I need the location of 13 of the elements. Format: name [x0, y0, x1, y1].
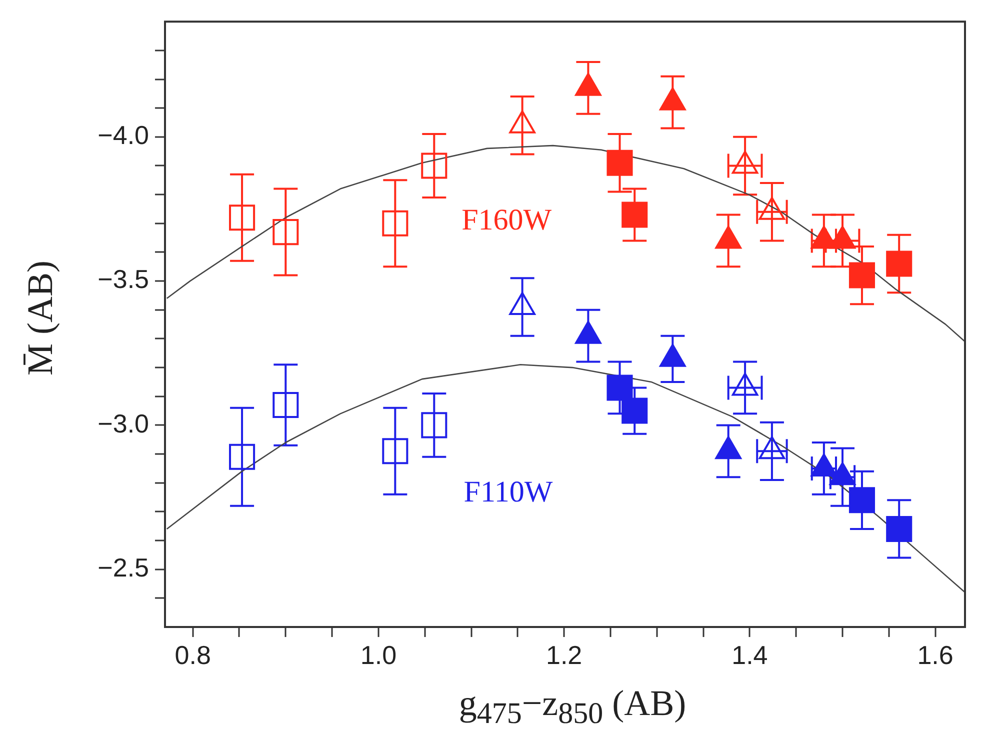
x-tick-label: 1.2	[546, 640, 582, 670]
x-tick-label: 1.0	[360, 640, 397, 670]
annotation: F160W	[462, 203, 552, 236]
y-axis-title: M̄ (AB)	[19, 260, 61, 376]
x-tick-label: 1.4	[732, 640, 768, 670]
annotation: F110W	[464, 476, 554, 509]
x-tick-label: 1.6	[917, 640, 954, 670]
y-tick-label: −2.5	[98, 552, 149, 583]
x-axis-title: g$_{475}$−z$_{850}$ (AB)	[458, 682, 688, 732]
y-tick-label: −4.0	[98, 120, 149, 150]
y-tick-label: −3.5	[98, 264, 149, 294]
x-tick-label: 0.8	[174, 640, 211, 670]
y-tick-label: −3.0	[98, 408, 149, 438]
